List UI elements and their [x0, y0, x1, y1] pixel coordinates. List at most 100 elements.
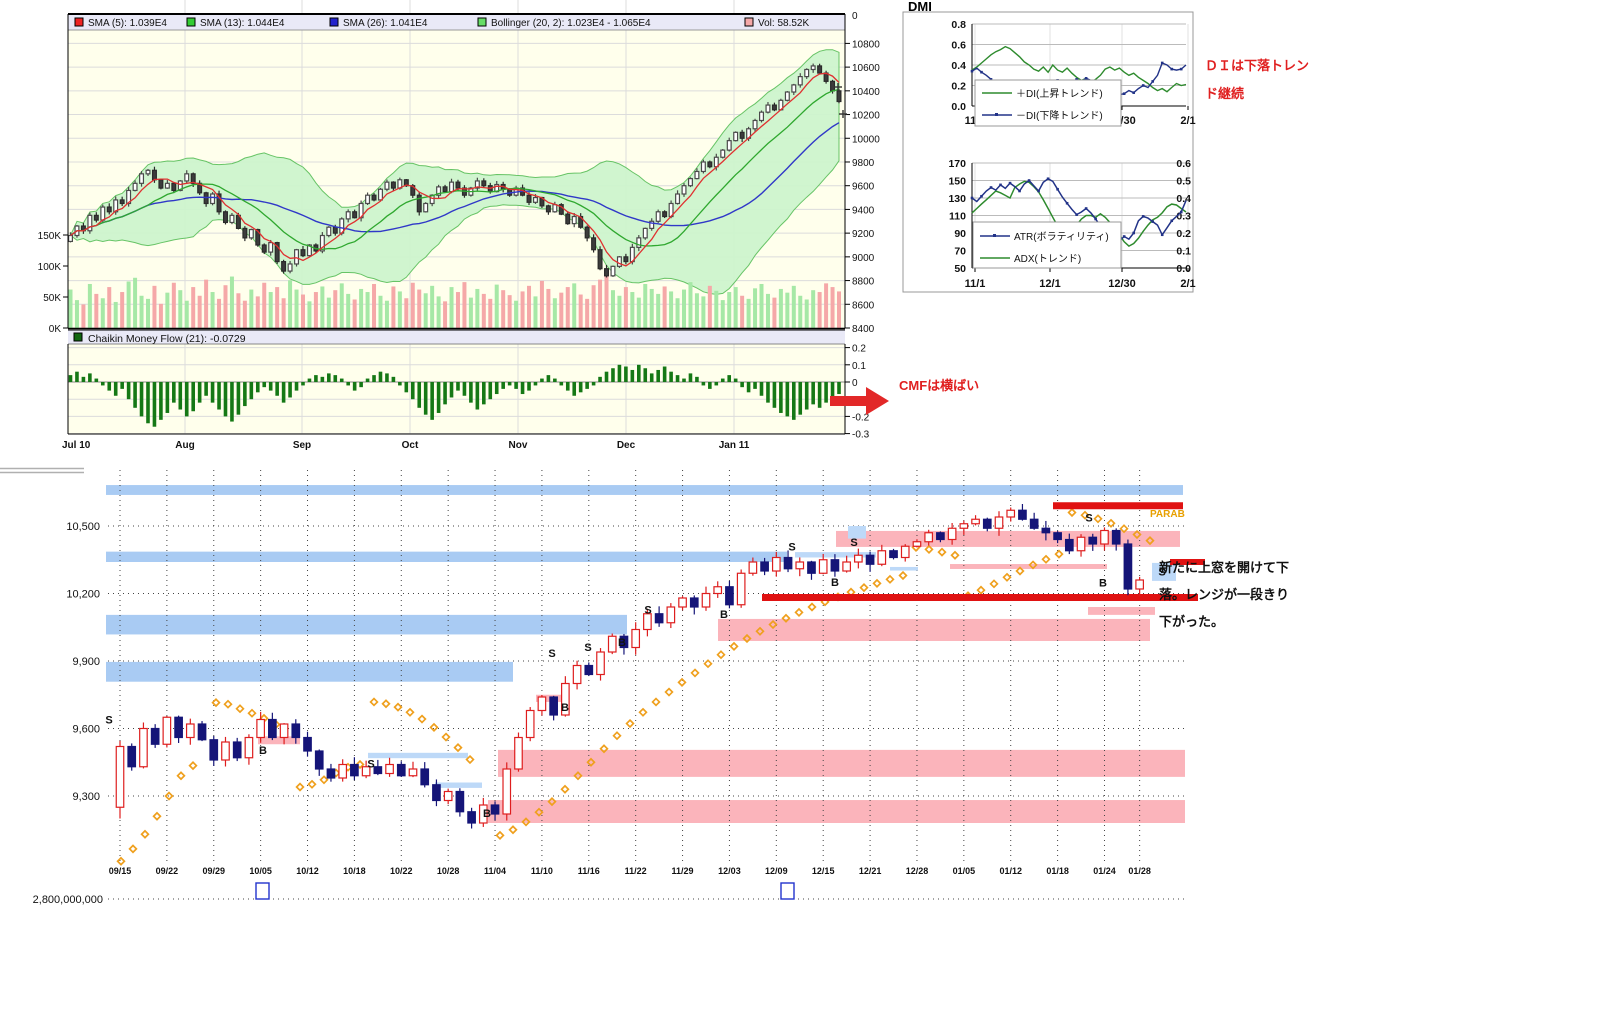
- svg-text:9000: 9000: [852, 253, 875, 264]
- svg-text:0.6: 0.6: [951, 40, 966, 52]
- daily-trade-chart: 10,500 10,200 9,900 9,600 9,300 PARAB S B S B S S B S…: [0, 450, 1622, 920]
- svg-text:0.4: 0.4: [1176, 193, 1191, 205]
- svg-text:70: 70: [954, 246, 966, 258]
- svg-text:DMI: DMI: [908, 0, 932, 14]
- cmf-annotation: CMFは横ばい: [899, 378, 980, 393]
- main-price-chart: SMA (5): 1.039E4 SMA (13): 1.044E4 SMA (26…: [0, 0, 900, 460]
- svg-text:10/12: 10/12: [296, 866, 319, 876]
- svg-text:150: 150: [948, 176, 966, 188]
- svg-text:B: B: [259, 745, 267, 757]
- svg-text:S: S: [548, 648, 555, 660]
- svg-text:9200: 9200: [852, 229, 875, 240]
- svg-text:10200: 10200: [852, 111, 880, 122]
- di-note-line2: ド継続: [1205, 86, 1245, 101]
- svg-text:10600: 10600: [852, 63, 880, 74]
- svg-text:11/22: 11/22: [625, 866, 647, 876]
- svg-text:01/05: 01/05: [953, 866, 976, 876]
- svg-text:8400: 8400: [852, 324, 875, 335]
- svg-text:9,300: 9,300: [72, 791, 100, 803]
- svg-text:9600: 9600: [852, 182, 875, 193]
- svg-text:S: S: [644, 605, 651, 617]
- svg-text:12/15: 12/15: [812, 866, 835, 876]
- svg-text:＋DI(上昇トレンド): ＋DI(上昇トレンド): [1016, 88, 1103, 100]
- svg-text:110: 110: [949, 211, 966, 223]
- svg-text:8800: 8800: [852, 277, 875, 288]
- svg-text:10/18: 10/18: [343, 866, 366, 876]
- svg-text:B: B: [1099, 578, 1107, 590]
- svg-text:10000: 10000: [852, 134, 880, 145]
- svg-text:Jul 10: Jul 10: [62, 440, 91, 451]
- svg-text:Oct: Oct: [402, 440, 419, 451]
- svg-text:12/30: 12/30: [1108, 278, 1136, 290]
- svg-text:0.6: 0.6: [1176, 158, 1191, 170]
- svg-text:11/16: 11/16: [578, 866, 600, 876]
- svg-text:8600: 8600: [852, 300, 875, 311]
- svg-text:09/15: 09/15: [109, 866, 132, 876]
- svg-text:Jan 11: Jan 11: [719, 440, 750, 451]
- svg-text:10,200: 10,200: [66, 589, 100, 601]
- svg-text:-0.2: -0.2: [852, 412, 870, 423]
- svg-text:11/1: 11/1: [965, 278, 986, 290]
- range-note-line1: 新たに上窓を開けて下: [1159, 560, 1290, 575]
- svg-text:0.8: 0.8: [951, 19, 966, 31]
- svg-text:B: B: [618, 637, 626, 649]
- svg-text:12/28: 12/28: [906, 866, 929, 876]
- svg-text:S: S: [105, 715, 112, 727]
- svg-text:01/28: 01/28: [1128, 866, 1151, 876]
- svg-text:0.2: 0.2: [951, 81, 966, 93]
- svg-text:12/21: 12/21: [859, 866, 882, 876]
- dmi-atr-panel: DMI 0.8 0.6 0.4 0.2 0.0 11/1 12/1 12/30 2/1 ＋DI(上昇…: [898, 0, 1218, 310]
- svg-text:0.2: 0.2: [1176, 228, 1191, 240]
- svg-text:SMA (5): 1.039E4: SMA (5): 1.039E4: [88, 18, 167, 29]
- svg-text:10/05: 10/05: [249, 866, 272, 876]
- svg-text:Nov: Nov: [509, 440, 528, 451]
- svg-text:S: S: [367, 758, 374, 770]
- svg-text:10/22: 10/22: [390, 866, 413, 876]
- svg-text:0.0: 0.0: [951, 101, 966, 113]
- svg-text:-0.3: -0.3: [852, 430, 870, 441]
- svg-text:9,900: 9,900: [72, 656, 100, 668]
- svg-text:Bollinger (20, 2): 1.023E4 - 1: Bollinger (20, 2): 1.023E4 - 1.065E4: [491, 18, 651, 29]
- svg-text:0.5: 0.5: [1176, 176, 1191, 188]
- di-note-line1: ＤＩは下落トレン: [1205, 58, 1310, 73]
- svg-text:0K: 0K: [49, 324, 62, 335]
- svg-text:12/1: 12/1: [1039, 278, 1060, 290]
- svg-text:0: 0: [852, 378, 858, 389]
- svg-text:10800: 10800: [852, 39, 880, 50]
- svg-text:S: S: [1085, 512, 1092, 524]
- svg-text:01/18: 01/18: [1046, 866, 1069, 876]
- svg-text:0: 0: [852, 11, 858, 22]
- svg-text:90: 90: [954, 228, 966, 240]
- svg-text:ADX(トレンド): ADX(トレンド): [1014, 254, 1081, 265]
- svg-text:B: B: [831, 577, 839, 589]
- svg-text:SMA (13): 1.044E4: SMA (13): 1.044E4: [200, 18, 285, 29]
- svg-text:2,800,000,000: 2,800,000,000: [33, 894, 103, 906]
- svg-text:11/04: 11/04: [484, 866, 506, 876]
- svg-text:B: B: [561, 702, 569, 714]
- range-note-line2: 落。レンジが一段きり: [1159, 587, 1290, 602]
- svg-text:11/29: 11/29: [672, 866, 694, 876]
- svg-text:130: 130: [948, 193, 966, 205]
- svg-text:9800: 9800: [852, 158, 875, 169]
- svg-text:Chaikin Money Flow (21): -0.07: Chaikin Money Flow (21): -0.0729: [88, 333, 246, 345]
- svg-text:50K: 50K: [43, 293, 61, 304]
- svg-text:S: S: [850, 537, 857, 549]
- svg-text:10/28: 10/28: [437, 866, 460, 876]
- svg-text:09/29: 09/29: [202, 866, 225, 876]
- svg-text:0.0: 0.0: [1176, 263, 1191, 275]
- svg-text:Sep: Sep: [293, 440, 311, 451]
- svg-text:10,500: 10,500: [66, 521, 100, 533]
- svg-text:12/09: 12/09: [765, 866, 788, 876]
- svg-text:12/03: 12/03: [718, 866, 741, 876]
- svg-text:0.1: 0.1: [852, 361, 866, 372]
- svg-text:B: B: [720, 609, 728, 621]
- cmf-arrow-icon: [830, 387, 889, 415]
- svg-text:PARAB: PARAB: [1150, 509, 1185, 520]
- svg-text:11/10: 11/10: [531, 866, 553, 876]
- svg-text:ATR(ボラティリティ): ATR(ボラティリティ): [1014, 231, 1109, 243]
- svg-text:0.4: 0.4: [951, 60, 966, 72]
- svg-text:9400: 9400: [852, 205, 875, 216]
- svg-text:S: S: [788, 542, 795, 554]
- svg-text:9,600: 9,600: [72, 724, 100, 736]
